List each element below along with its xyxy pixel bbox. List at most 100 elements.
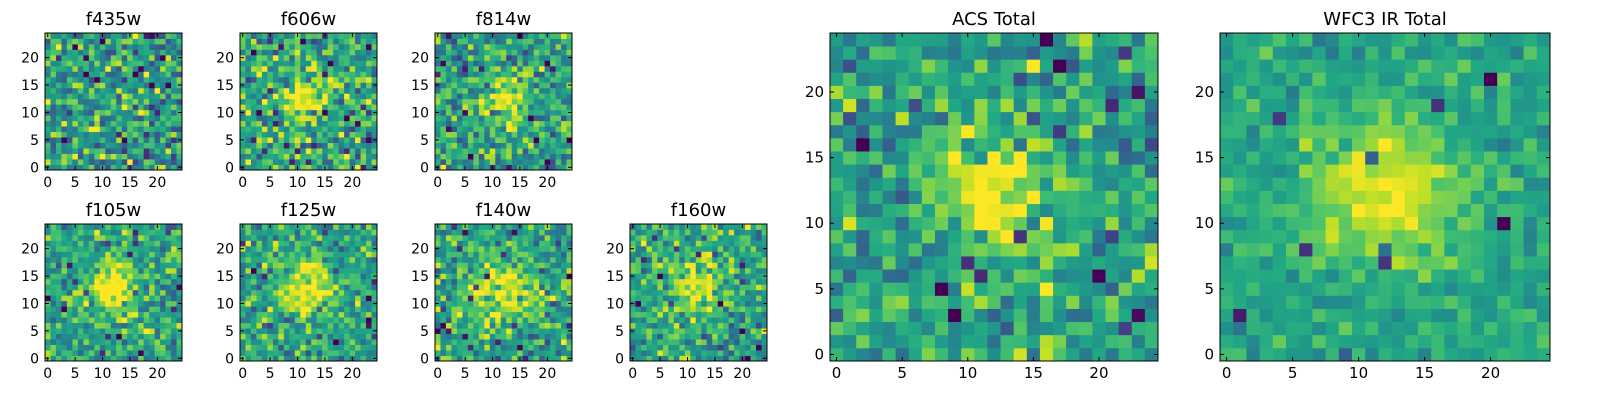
heatmap-cell [305, 33, 312, 39]
heatmap-cell [750, 311, 757, 318]
heatmap-cell [121, 164, 128, 171]
heatmap-cell [473, 300, 480, 307]
heatmap-cell [445, 43, 452, 50]
heatmap-cell [272, 251, 279, 258]
heatmap-cell [484, 333, 491, 340]
heatmap-cell [360, 306, 367, 313]
heatmap-cell [327, 54, 334, 61]
heatmap-cell [116, 71, 123, 78]
heatmap-cell [127, 344, 134, 351]
heatmap-cell [127, 43, 134, 50]
heatmap-cell [72, 344, 79, 351]
heatmap-cell [333, 355, 340, 362]
heatmap-cell [987, 177, 1001, 191]
heatmap-cell [517, 54, 524, 61]
heatmap-cell [116, 60, 123, 67]
heatmap-cell [154, 278, 161, 285]
heatmap-cell [662, 344, 669, 351]
heatmap-cell [138, 82, 145, 89]
heatmap-cell [61, 115, 68, 122]
heatmap-cell [50, 142, 57, 149]
heatmap-cell [435, 120, 441, 127]
heatmap-cell [739, 256, 746, 263]
heatmap-cell [1013, 334, 1028, 349]
heatmap-cell [701, 355, 708, 362]
heatmap-cell [544, 49, 551, 56]
heatmap-cell [360, 98, 367, 105]
heatmap-cell [673, 245, 680, 252]
heatmap-cell [371, 229, 378, 236]
heatmap-cell [657, 295, 664, 302]
heatmap-cell [338, 38, 345, 45]
heatmap-cell [278, 137, 285, 143]
heatmap-cell [94, 33, 101, 39]
heatmap-cell [522, 355, 529, 362]
heatmap-cell [728, 284, 735, 291]
x-tick-label: 20 [343, 175, 361, 191]
heatmap-cell [651, 262, 658, 269]
heatmap-cell [278, 54, 285, 61]
heatmap-cell [473, 98, 480, 105]
heatmap-cell [974, 347, 988, 362]
heatmap-cell [127, 98, 134, 105]
heatmap-cell [467, 49, 474, 56]
heatmap-cell [478, 344, 485, 351]
heatmap-cell [88, 104, 95, 111]
heatmap-cell [1013, 190, 1028, 204]
heatmap-cell [322, 137, 329, 143]
heatmap-cell [544, 131, 551, 138]
heatmap-cell [349, 322, 356, 329]
heatmap-cell [843, 216, 857, 231]
heatmap-cell [630, 295, 636, 302]
heatmap-cell [61, 289, 68, 296]
heatmap-cell [110, 229, 117, 236]
heatmap-cell [522, 251, 529, 258]
heatmap-cell [127, 76, 134, 83]
heatmap-cell [94, 54, 101, 61]
heatmap-cell [83, 159, 90, 165]
heatmap-cell [462, 43, 469, 50]
heatmap-cell [495, 251, 502, 258]
heatmap-cell [127, 311, 134, 318]
heatmap-cell [149, 164, 155, 171]
heatmap-cell [138, 328, 145, 334]
heatmap-cell [171, 159, 177, 165]
heatmap-cell [921, 269, 936, 283]
heatmap-cell [344, 344, 350, 351]
heatmap-cell [143, 262, 150, 269]
heatmap-cell [256, 120, 263, 127]
heatmap-cell [154, 93, 161, 100]
heatmap-cell [635, 344, 642, 351]
heatmap-cell [630, 234, 636, 241]
heatmap-cell [45, 311, 51, 318]
heatmap-cell [105, 54, 112, 61]
heatmap-cell [435, 306, 441, 313]
heatmap-cell [484, 126, 491, 133]
heatmap-cell [495, 76, 502, 83]
heatmap-cell [344, 164, 350, 171]
heatmap-cell [272, 87, 279, 94]
heatmap-cell [300, 76, 307, 83]
heatmap-cell [668, 234, 675, 241]
heatmap-cell [690, 333, 697, 340]
heatmap-cell [72, 289, 79, 296]
heatmap-cell [856, 334, 870, 349]
heatmap-cell [267, 267, 274, 274]
heatmap-cell [283, 49, 290, 56]
heatmap-cell [561, 355, 567, 362]
heatmap-cell [690, 355, 697, 362]
heatmap-cell [349, 350, 356, 356]
heatmap-cell [1000, 308, 1015, 323]
heatmap-cell [110, 82, 117, 89]
x-tick-label: 0 [43, 175, 52, 191]
heatmap-cell [278, 333, 285, 340]
heatmap-cell [684, 311, 691, 318]
heatmap-cell [511, 262, 518, 269]
heatmap-cell [539, 93, 545, 100]
heatmap-cell [261, 159, 268, 165]
heatmap-cell [149, 87, 155, 94]
heatmap-cell [250, 87, 257, 94]
heatmap-cell [50, 71, 57, 78]
heatmap-cell [640, 350, 647, 356]
heatmap-cell [138, 109, 145, 116]
